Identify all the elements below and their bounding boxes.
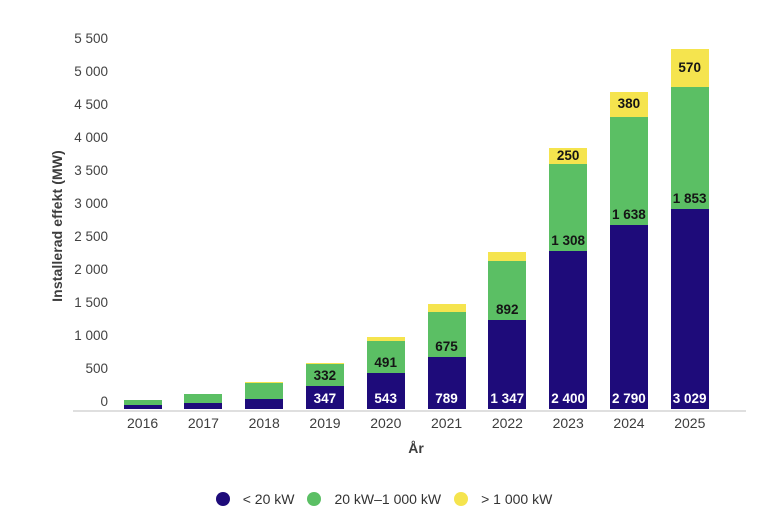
bar-value-label: 675 (435, 338, 458, 354)
legend-label: 20 kW–1 000 kW (334, 491, 442, 507)
bar-segment: 332 (305, 364, 344, 387)
bar-value-label: 1 638 (611, 206, 646, 222)
bar-value-label: 1 308 (551, 232, 585, 248)
legend-label: < 20 kW (242, 491, 295, 507)
bar-value-label: 892 (496, 302, 519, 318)
bar-value-label: 380 (617, 96, 641, 112)
bar-2024: 2 790 1 638 380 (609, 91, 648, 409)
y-tick-label: 1 500 (74, 295, 108, 310)
legend-swatch-icon (307, 492, 322, 506)
x-tick-label: 2019 (309, 415, 341, 431)
y-tick-label: 2 500 (74, 229, 108, 244)
bar-segment: 543 (366, 373, 405, 409)
bar-segment: 2 400 (549, 250, 588, 409)
bar-value-label: 2 400 (551, 391, 585, 406)
x-axis-title: År (408, 440, 424, 456)
bar-segment: 380 (609, 91, 648, 117)
bar-value-label: 789 (435, 391, 458, 406)
bar-segment (245, 381, 284, 383)
bar-segment: 1 638 (609, 116, 648, 225)
legend-swatch-icon (215, 492, 230, 506)
bar-segment: 570 (670, 49, 709, 87)
y-tick-label: 5 500 (74, 31, 108, 46)
legend: < 20 kW 20 kW–1 000 kW > 1 000 kW (0, 489, 768, 509)
y-tick-label: 4 000 (74, 130, 108, 145)
bar-2017 (184, 393, 223, 409)
y-tick-label: 1 000 (74, 328, 108, 343)
bar-segment (245, 398, 284, 409)
x-tick-label: 2016 (127, 415, 159, 431)
bar-2020: 543 491 (366, 337, 405, 409)
bar-value-label: 347 (313, 391, 337, 406)
bar-value-label: 332 (313, 368, 337, 384)
bar-value-label: 250 (556, 148, 580, 164)
legend-label: > 1 000 kW (481, 491, 553, 507)
bar-segment (184, 393, 223, 404)
bar-2023: 2 400 1 308 250 (549, 147, 588, 409)
bar-segment: 1 347 (488, 320, 527, 409)
bar-segment: 1 853 (670, 86, 709, 210)
bar-segment: 675 (427, 312, 466, 357)
y-tick-label: 0 (100, 394, 108, 409)
bar-segment (245, 382, 284, 399)
y-tick-label: 4 500 (74, 97, 108, 112)
legend-item: 20 kW–1 000 kW (307, 491, 441, 507)
legend-item: < 20 kW (215, 491, 295, 507)
bar-value-label: 543 (374, 391, 397, 406)
bar-segment (123, 400, 162, 405)
bar-segment: 491 (366, 340, 405, 374)
bar-2022: 1 347 892 (488, 251, 527, 409)
bar-segment (366, 337, 405, 341)
x-tick-label: 2022 (491, 415, 523, 431)
bar-segment: 892 (488, 261, 527, 321)
bar-segment: 1 308 (549, 164, 588, 251)
bar-value-label: 3 029 (672, 391, 707, 406)
y-tick-label: 3 000 (74, 196, 108, 211)
bar-2021: 789 675 (427, 304, 466, 409)
bar-segment (305, 362, 344, 365)
bar-segment (123, 404, 162, 409)
bar-value-label: 1 347 (490, 391, 525, 406)
x-tick-label: 2020 (370, 415, 402, 431)
bar-2025: 3 029 1 853 570 (670, 49, 709, 409)
y-tick-label: 500 (85, 361, 108, 376)
bar-segment: 789 (427, 356, 466, 409)
bar-segment (427, 304, 466, 313)
bar-segment (184, 403, 223, 409)
x-tick-label: 2024 (613, 415, 645, 431)
x-tick-label: 2017 (187, 415, 219, 431)
bar-2016 (123, 400, 162, 409)
bar-segment: 347 (305, 386, 344, 409)
bar-segment: 250 (549, 147, 588, 165)
x-tick-label: 2021 (431, 415, 463, 431)
x-axis-line (73, 410, 746, 412)
y-tick-label: 5 000 (74, 64, 108, 79)
x-tick-label: 2018 (248, 415, 280, 431)
bar-segment (488, 251, 527, 262)
x-tick-label: 2025 (674, 415, 706, 431)
bar-2018 (245, 381, 284, 409)
bar-value-label: 570 (678, 59, 701, 75)
bar-2019: 347 332 (305, 362, 344, 409)
bar-value-label: 491 (374, 355, 397, 371)
bar-segment: 2 790 (609, 224, 648, 409)
y-tick-label: 2 000 (74, 262, 108, 277)
legend-item: > 1 000 kW (454, 491, 552, 507)
bar-value-label: 2 790 (611, 391, 646, 406)
x-tick-label: 2023 (552, 415, 584, 431)
y-tick-label: 3 500 (74, 163, 108, 178)
bar-segment: 3 029 (670, 209, 709, 409)
legend-swatch-icon (454, 492, 469, 506)
bar-value-label: 1 853 (672, 191, 707, 207)
